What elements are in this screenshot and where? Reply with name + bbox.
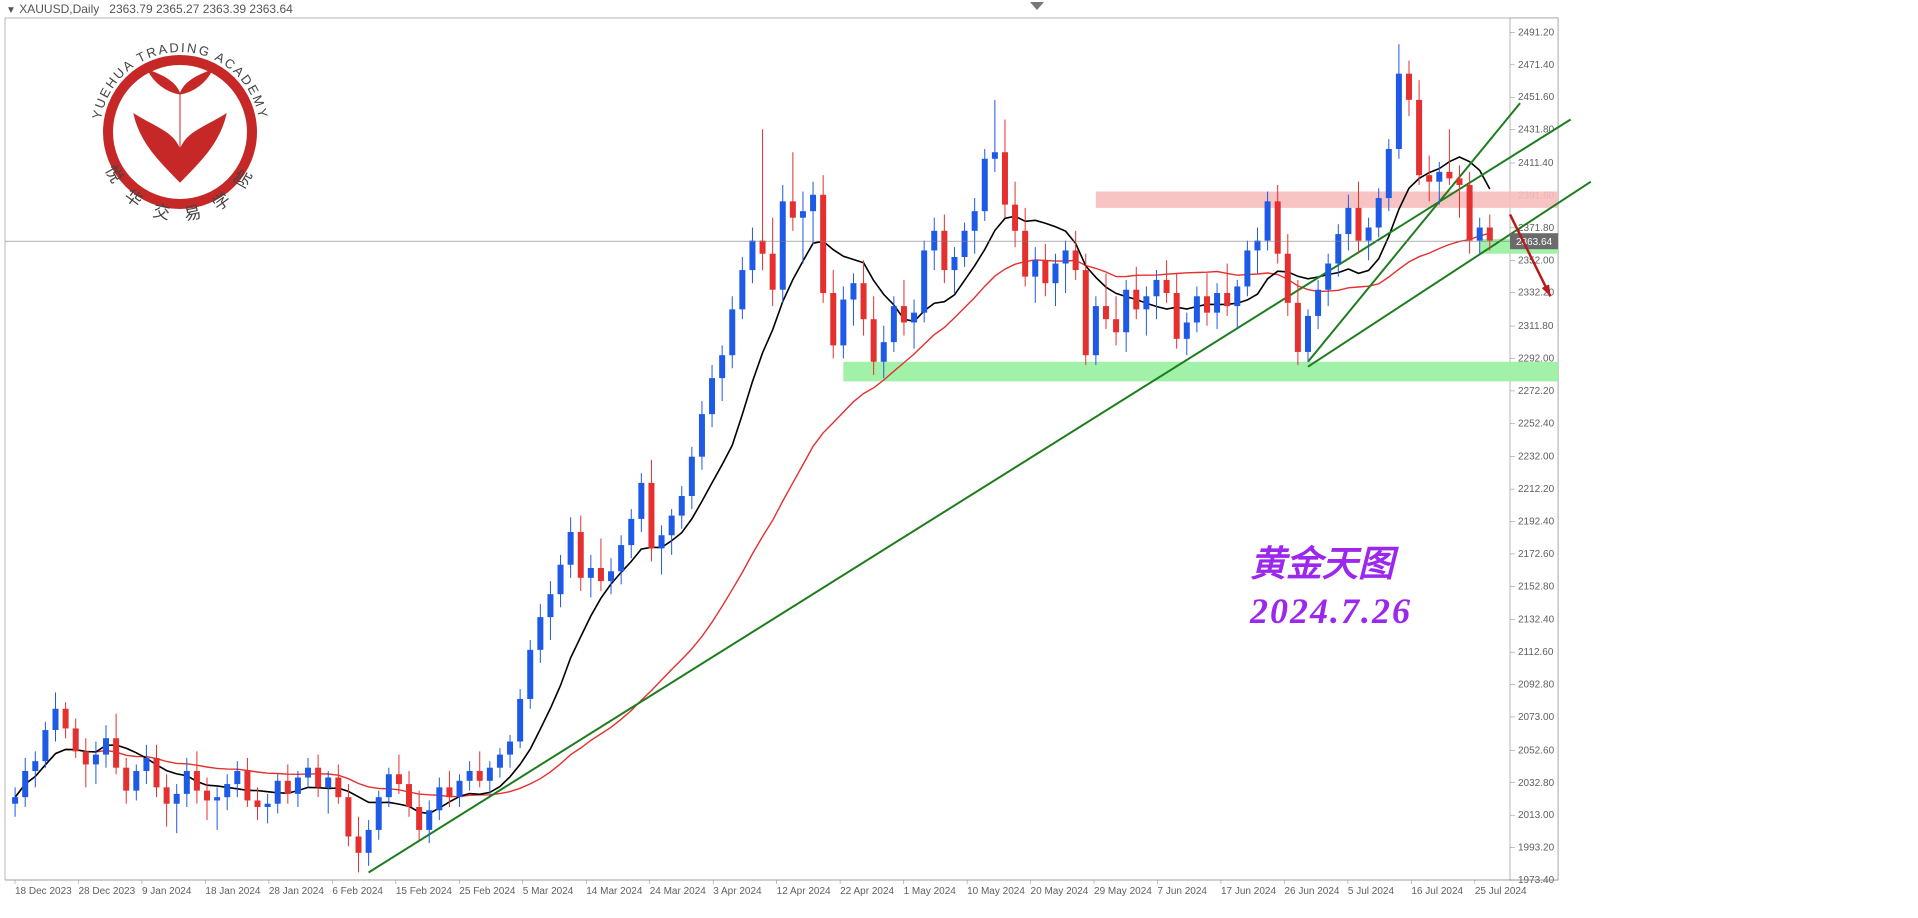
chart-title-cn: 黄金天图 (1250, 535, 1394, 587)
svg-text:2451.60: 2451.60 (1518, 92, 1555, 103)
svg-text:20 May 2024: 20 May 2024 (1031, 886, 1089, 897)
svg-text:2212.20: 2212.20 (1518, 484, 1555, 495)
svg-text:22 Apr 2024: 22 Apr 2024 (840, 886, 894, 897)
svg-text:3 Apr 2024: 3 Apr 2024 (713, 886, 762, 897)
svg-text:7 Jun 2024: 7 Jun 2024 (1157, 886, 1207, 897)
svg-text:2411.40: 2411.40 (1518, 158, 1554, 169)
svg-text:28 Jan 2024: 28 Jan 2024 (269, 886, 324, 897)
svg-text:2092.80: 2092.80 (1518, 680, 1555, 691)
svg-text:1973.40: 1973.40 (1518, 875, 1555, 886)
academy-logo: YUEHUA TRADING ACADEMY 悦 华 交 易 学 院 (70, 22, 290, 242)
ohlc-label: 2363.79 2365.27 2363.39 2363.64 (109, 2, 293, 16)
svg-text:17 Jun 2024: 17 Jun 2024 (1221, 886, 1276, 897)
svg-text:2172.60: 2172.60 (1518, 549, 1555, 560)
svg-text:14 Mar 2024: 14 Mar 2024 (586, 886, 643, 897)
svg-text:16 Jul 2024: 16 Jul 2024 (1411, 886, 1463, 897)
svg-text:2013.00: 2013.00 (1518, 810, 1555, 821)
svg-text:10 May 2024: 10 May 2024 (967, 886, 1025, 897)
svg-text:2471.40: 2471.40 (1518, 60, 1555, 71)
svg-text:6 Feb 2024: 6 Feb 2024 (332, 886, 383, 897)
svg-text:26 Jun 2024: 26 Jun 2024 (1284, 886, 1339, 897)
svg-text:2252.40: 2252.40 (1518, 418, 1555, 429)
svg-text:1993.20: 1993.20 (1518, 843, 1555, 854)
svg-text:2371.80: 2371.80 (1518, 223, 1555, 234)
svg-text:25 Jul 2024: 25 Jul 2024 (1475, 886, 1527, 897)
svg-text:2152.80: 2152.80 (1518, 581, 1555, 592)
svg-text:2272.20: 2272.20 (1518, 386, 1555, 397)
svg-text:25 Feb 2024: 25 Feb 2024 (459, 886, 516, 897)
svg-text:5 Mar 2024: 5 Mar 2024 (523, 886, 574, 897)
svg-text:24 Mar 2024: 24 Mar 2024 (650, 886, 707, 897)
svg-text:18 Jan 2024: 18 Jan 2024 (205, 886, 260, 897)
chart-date: 2024.7.26 (1250, 590, 1412, 632)
svg-text:9 Jan 2024: 9 Jan 2024 (142, 886, 192, 897)
svg-text:2112.60: 2112.60 (1518, 647, 1554, 658)
svg-text:1 May 2024: 1 May 2024 (904, 886, 957, 897)
svg-text:2073.00: 2073.00 (1518, 712, 1555, 723)
svg-text:12 Apr 2024: 12 Apr 2024 (777, 886, 831, 897)
svg-text:2032.80: 2032.80 (1518, 778, 1555, 789)
svg-text:28 Dec 2023: 28 Dec 2023 (78, 886, 135, 897)
svg-text:2192.40: 2192.40 (1518, 517, 1555, 528)
symbol-label: XAUUSD,Daily (19, 2, 99, 16)
svg-text:2311.80: 2311.80 (1518, 321, 1554, 332)
chart-header: ▼ XAUUSD,Daily 2363.79 2365.27 2363.39 2… (6, 2, 293, 16)
svg-text:5 Jul 2024: 5 Jul 2024 (1348, 886, 1395, 897)
svg-text:15 Feb 2024: 15 Feb 2024 (396, 886, 453, 897)
svg-text:2052.60: 2052.60 (1518, 745, 1555, 756)
svg-text:29 May 2024: 29 May 2024 (1094, 886, 1152, 897)
svg-text:2491.20: 2491.20 (1518, 27, 1555, 38)
svg-text:2352.00: 2352.00 (1518, 255, 1555, 266)
svg-text:18 Dec 2023: 18 Dec 2023 (15, 886, 72, 897)
svg-text:2232.00: 2232.00 (1518, 452, 1555, 463)
svg-text:2132.40: 2132.40 (1518, 615, 1555, 626)
